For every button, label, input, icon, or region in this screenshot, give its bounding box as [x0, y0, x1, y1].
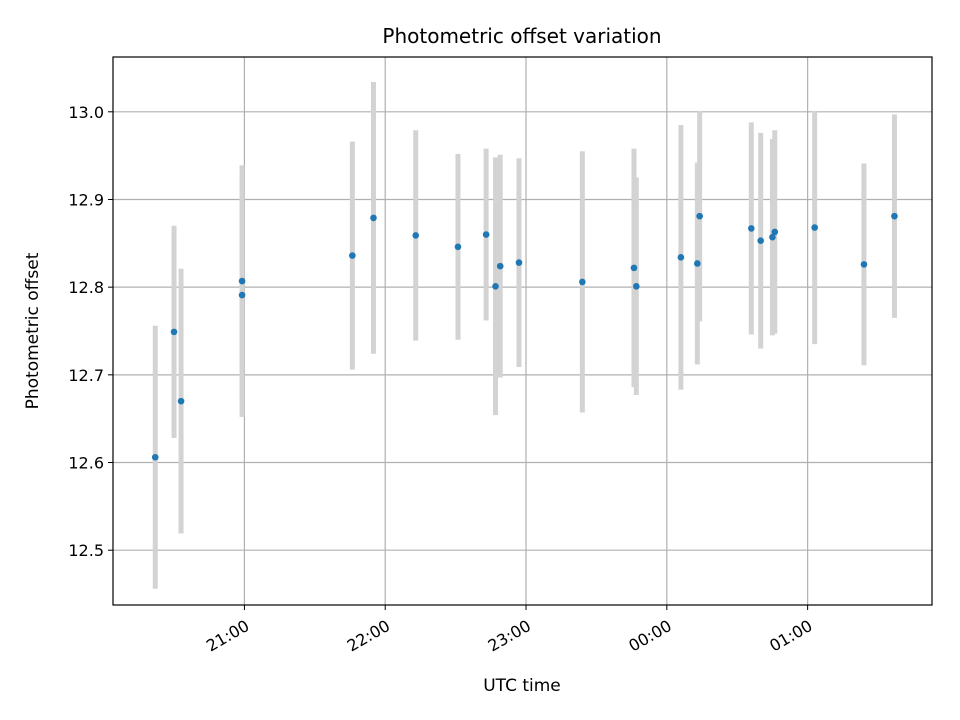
y-axis-label: Photometric offset	[23, 252, 43, 409]
y-tick-label: 12.9	[68, 190, 104, 209]
y-tick-label: 13.0	[68, 103, 104, 122]
data-point	[170, 328, 178, 336]
y-tick-label: 12.7	[68, 366, 104, 385]
data-point	[412, 232, 420, 239]
x-tick-label: 23:00	[485, 616, 534, 656]
data-point	[496, 262, 504, 270]
data-point	[757, 237, 764, 244]
data-point	[177, 397, 185, 405]
plot-frame	[112, 56, 933, 606]
data-point	[748, 225, 755, 232]
grid	[113, 57, 932, 605]
data-point	[771, 228, 779, 236]
x-tick-label: 22:00	[344, 616, 393, 656]
data-point	[370, 214, 377, 222]
data-point	[454, 243, 462, 251]
y-tick-label: 12.5	[68, 541, 104, 560]
x-tick-label: 00:00	[625, 616, 674, 656]
data-points	[151, 212, 898, 461]
data-point	[515, 259, 523, 266]
chart-title: Photometric offset variation	[382, 24, 661, 48]
data-point	[769, 233, 776, 241]
data-point	[891, 212, 898, 220]
x-tick-label: 01:00	[766, 616, 815, 656]
data-point	[694, 260, 701, 267]
data-point	[633, 282, 640, 290]
data-point	[696, 212, 703, 220]
data-point	[349, 252, 356, 259]
x-tick-label: 21:00	[203, 616, 252, 656]
x-axis-label: UTC time	[483, 676, 561, 696]
y-tick-label: 12.6	[68, 454, 104, 473]
data-point	[579, 278, 586, 286]
data-point	[151, 453, 159, 461]
data-point	[677, 254, 685, 261]
y-tick-label: 12.8	[68, 278, 104, 297]
data-point	[238, 277, 246, 285]
data-point	[492, 282, 499, 290]
error-bars	[152, 81, 897, 589]
data-point	[811, 224, 818, 231]
data-point	[630, 264, 638, 272]
data-point	[238, 291, 246, 299]
data-point	[860, 261, 868, 268]
data-point	[482, 231, 490, 238]
